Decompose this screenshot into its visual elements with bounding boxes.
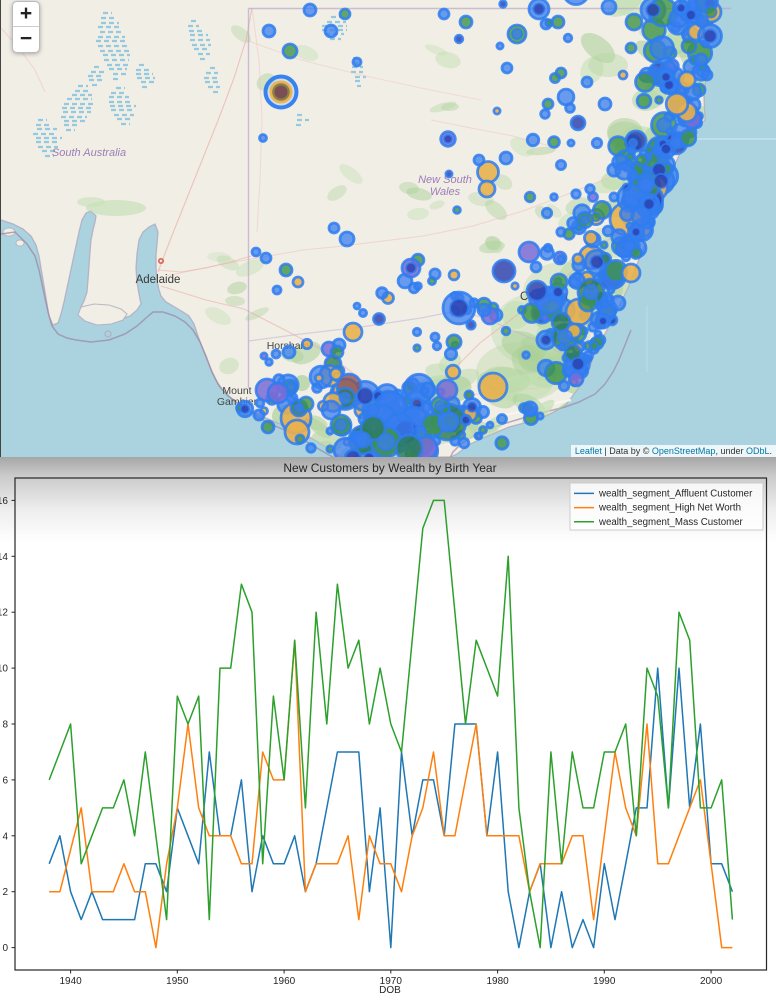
svg-text:1970: 1970 bbox=[380, 976, 403, 987]
svg-text:8: 8 bbox=[2, 720, 8, 731]
svg-text:Wales: Wales bbox=[430, 186, 461, 198]
svg-text:New South: New South bbox=[418, 174, 472, 186]
svg-text:Mount: Mount bbox=[222, 385, 251, 397]
svg-text:4: 4 bbox=[2, 831, 8, 842]
svg-text:wealth_segment_Affluent Custom: wealth_segment_Affluent Customer bbox=[598, 488, 753, 499]
svg-text:1940: 1940 bbox=[59, 976, 82, 987]
svg-text:2: 2 bbox=[2, 887, 8, 898]
svg-text:wealth_segment_High Net Worth: wealth_segment_High Net Worth bbox=[598, 503, 741, 514]
svg-text:New Customers by Wealth by Bir: New Customers by Wealth by Birth Year bbox=[283, 461, 496, 475]
svg-text:12: 12 bbox=[0, 608, 8, 619]
svg-text:DOB: DOB bbox=[379, 985, 401, 996]
svg-text:wealth_segment_Mass Customer: wealth_segment_Mass Customer bbox=[598, 517, 744, 528]
svg-text:South Australia: South Australia bbox=[52, 147, 126, 159]
svg-text:0: 0 bbox=[2, 943, 8, 954]
svg-text:10: 10 bbox=[0, 664, 8, 675]
svg-text:1990: 1990 bbox=[593, 976, 616, 987]
svg-text:1950: 1950 bbox=[166, 976, 189, 987]
svg-text:2000: 2000 bbox=[700, 976, 723, 987]
svg-text:1980: 1980 bbox=[486, 976, 509, 987]
svg-text:1960: 1960 bbox=[273, 976, 296, 987]
svg-text:Adelaide: Adelaide bbox=[136, 274, 181, 286]
svg-text:6: 6 bbox=[2, 775, 8, 786]
svg-text:16: 16 bbox=[0, 496, 8, 507]
svg-text:14: 14 bbox=[0, 552, 8, 563]
